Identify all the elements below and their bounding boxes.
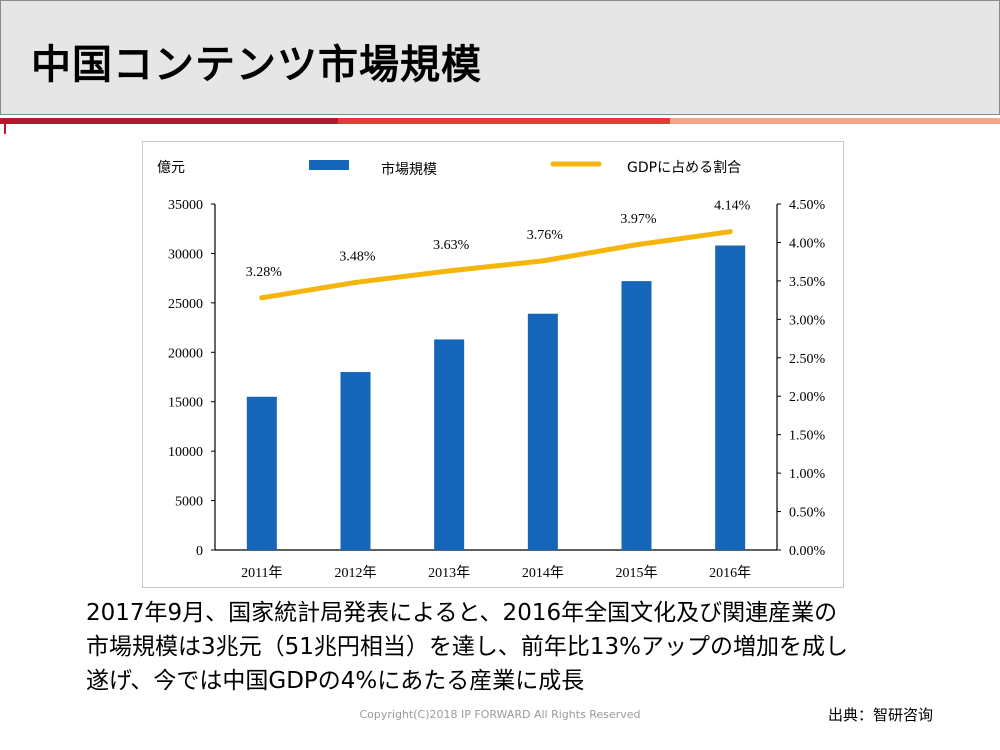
body-line-3: 遂げ、今では中国GDPの4%にあたる産業に成長 (86, 668, 585, 694)
left-tick-label: 0 (196, 544, 203, 559)
right-tick-label: 4.00% (789, 236, 826, 251)
bar-2015年 (621, 281, 652, 550)
body-line-2: 市場規模は3兆元（51兆円相当）を達し、前年比13%アップの増加を成し (86, 634, 849, 660)
left-tick-label: 20000 (168, 346, 203, 361)
slide-title: 中国コンテンツ市場規模 (31, 42, 482, 88)
left-axis-unit: 億元 (157, 160, 185, 176)
x-tick-label: 2016年 (709, 565, 751, 581)
gdp-share-data-label: 4.14% (714, 199, 751, 214)
accent-tick (4, 118, 6, 134)
body-text: 2017年9月、国家統計局発表によると、2016年全国文化及び関連産業の 市場規… (86, 596, 946, 698)
title-bar: 中国コンテンツ市場規模 (0, 0, 1000, 115)
bar-2011年 (246, 396, 277, 550)
right-tick-label: 1.00% (789, 467, 826, 482)
gdp-share-point (540, 258, 546, 264)
gdp-share-line (259, 229, 733, 301)
gdp-share-data-label: 3.97% (620, 212, 657, 227)
bar-2012年 (340, 372, 371, 550)
x-tick-label: 2011年 (241, 565, 282, 581)
left-tick-label: 5000 (175, 495, 203, 510)
right-tick-label: 3.00% (789, 313, 826, 328)
right-tick-label: 4.50% (789, 198, 826, 213)
right-tick-label: 2.00% (789, 390, 826, 405)
gdp-share-point (446, 268, 452, 274)
right-tick-label: 0.00% (789, 544, 826, 559)
gdp-share-point (634, 242, 639, 248)
left-tick-label: 25000 (168, 297, 203, 312)
bar-2014年 (527, 313, 558, 550)
gdp-share-point (727, 229, 733, 235)
right-tick-label: 1.50% (789, 429, 826, 444)
body-line-1: 2017年9月、国家統計局発表によると、2016年全国文化及び関連産業の (86, 600, 838, 626)
bar-2016年 (715, 245, 746, 550)
right-tick-label: 0.50% (789, 506, 826, 521)
x-tick-label: 2015年 (616, 565, 658, 581)
x-tick-label: 2012年 (335, 565, 377, 581)
gdp-share-data-label: 3.76% (527, 228, 564, 243)
accent-line-light (670, 118, 1000, 124)
gdp-share-data-label: 3.63% (433, 238, 470, 253)
chart: 0 5000 10000 15000 20000 25000 30000 35000 0.00%… (157, 159, 826, 581)
left-tick-label: 15000 (168, 396, 203, 411)
copyright-notice: Copyright(C)2018 IP FORWARD All Rights R… (359, 708, 641, 721)
accent-line-mid (338, 118, 670, 124)
legend-line-label: GDPに占める割合 (627, 159, 741, 176)
left-tick-label: 35000 (168, 198, 203, 213)
right-tick-label: 2.50% (789, 352, 826, 367)
source-note: 出典：智研咨询 (828, 706, 934, 724)
x-tick-label: 2014年 (522, 565, 564, 581)
bar-2013年 (434, 339, 465, 550)
gdp-share-data-label: 3.48% (339, 249, 376, 264)
gdp-share-data-label: 3.28% (246, 265, 282, 280)
left-tick-label: 10000 (168, 445, 203, 460)
left-tick-label: 30000 (168, 247, 203, 262)
legend-bar-swatch (309, 160, 349, 170)
chart-frame: 0 5000 10000 15000 20000 25000 30000 35000 0.00%… (142, 141, 844, 588)
right-tick-label: 3.50% (789, 275, 826, 290)
gdp-share-point (259, 295, 265, 301)
x-tick-label: 2013年 (428, 565, 470, 581)
legend-bar-label: 市場規模 (381, 161, 437, 178)
accent-line-dark (0, 118, 338, 124)
gdp-share-point (353, 279, 358, 285)
